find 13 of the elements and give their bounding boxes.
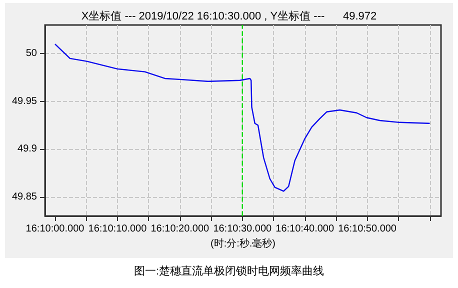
- x-tick-label: 16:10:30.000: [213, 224, 272, 234]
- y-tick-label: 49.85: [12, 191, 38, 202]
- x-tick-label: 16:10:50.000: [338, 224, 397, 234]
- x-tick-label: 16:10:20.000: [150, 224, 210, 234]
- text: 图一:楚穗直流单极闭锁时电网频率曲线: [134, 264, 324, 278]
- x-axis-title: (时:分:秒.毫秒): [210, 237, 276, 250]
- y-tick-label: 49.9: [18, 144, 38, 155]
- x-tick-label: 16:10:10.000: [88, 224, 148, 234]
- x-tick-label: 16:10:00.000: [26, 224, 85, 234]
- x-tick-label: 16:10:40.000: [276, 224, 334, 234]
- chart-title: X坐标值 --- 2019/10/22 16:10:30.000 , Y坐标值 --- 49.972: [81, 10, 377, 22]
- y-tick-label: 50: [26, 48, 38, 60]
- y-tick-label: 49.95: [12, 96, 38, 107]
